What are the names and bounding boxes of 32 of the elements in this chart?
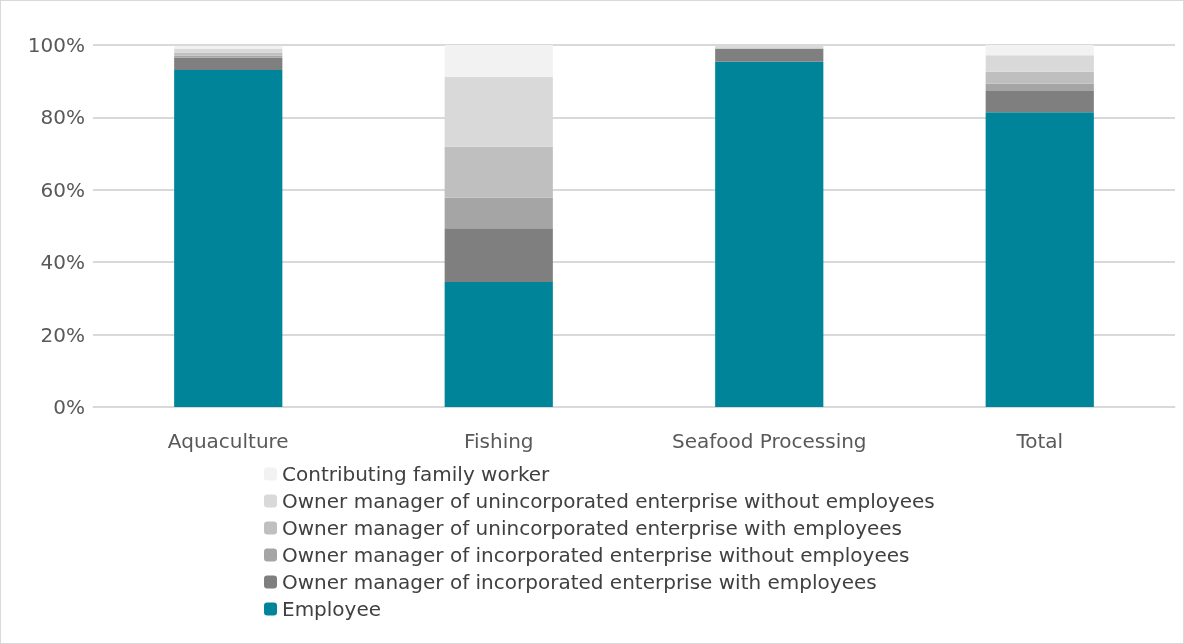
x-tick-label: Aquaculture (167, 429, 289, 453)
bar (444, 197, 553, 229)
bar (985, 90, 1094, 113)
y-tick-label: 40% (40, 250, 85, 275)
x-tick-label: Total (1015, 429, 1064, 453)
bar (985, 55, 1094, 72)
bar (985, 71, 1094, 84)
bar (715, 48, 824, 62)
bar (985, 45, 1094, 56)
legend-label: Owner manager of incorporated enterprise without employees (282, 543, 910, 567)
bar (174, 69, 283, 407)
bar (444, 146, 553, 198)
bar (174, 48, 283, 53)
legend-label: Owner manager of unincorporated enterprise with employees (282, 516, 903, 540)
bar (444, 282, 553, 407)
y-tick-label: 20% (40, 322, 85, 347)
bar (985, 83, 1094, 91)
bar (444, 228, 553, 283)
bar (174, 57, 283, 70)
bar (985, 112, 1094, 407)
y-tick-label: 100% (27, 33, 85, 57)
legend-label: Owner manager of incorporated enterprise with employees (282, 570, 877, 594)
legend-label: Owner manager of unincorporated enterprise without employees (282, 489, 935, 513)
x-tick-label: Fishing (463, 429, 534, 453)
bar (715, 61, 824, 407)
y-tick-label: 80% (40, 105, 85, 130)
y-tick-label: 60% (40, 177, 85, 202)
y-tick-label: 0% (53, 395, 85, 419)
bar (444, 45, 553, 77)
x-tick-label: Seafood Processing (671, 429, 867, 453)
legend-label: Employee (282, 597, 382, 621)
legend-label: Contributing family worker (282, 462, 551, 486)
